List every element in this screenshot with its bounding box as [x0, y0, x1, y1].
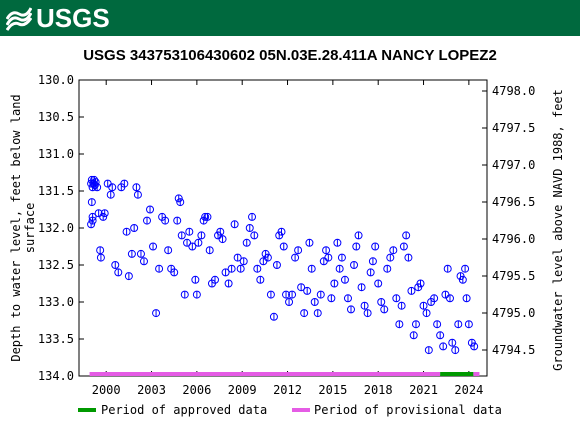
- legend-approved-label: Period of approved data: [101, 403, 267, 417]
- x-tick-label: 2018: [364, 383, 393, 397]
- y-axis-label-line-2: surface: [23, 203, 37, 254]
- usgs-wave-icon: [6, 5, 32, 31]
- y-tick-label: 133.5: [38, 332, 74, 346]
- x-tick-label: 2009: [228, 383, 257, 397]
- y-axis-right: 4798.0 4797.5 4797.0 4796.5 4796.0 4795.5 4795…: [482, 84, 535, 357]
- y-tick-label: 131.5: [38, 184, 74, 198]
- y2-tick-label: 4795.5: [492, 269, 535, 283]
- data-points: [87, 175, 479, 355]
- y-axis-label-line-1: Depth to water level, feet below land: [9, 94, 23, 361]
- x-tick-label: 2006: [182, 383, 211, 397]
- x-tick-label: 2003: [137, 383, 166, 397]
- y2-axis-label: Groundwater level above NAVD 1988, feet: [551, 89, 565, 371]
- usgs-logo-text: USGS: [36, 2, 110, 33]
- y2-tick-label: 4798.0: [492, 84, 535, 98]
- y-tick-label: 130.0: [38, 73, 74, 87]
- y-tick-label: 134.0: [38, 369, 74, 383]
- y-tick-label: 133.0: [38, 295, 74, 309]
- chart-title: USGS 343753106430602 05N.03E.28.411A NAN…: [83, 47, 497, 64]
- legend-provisional-label: Period of provisional data: [314, 403, 502, 417]
- x-tick-label: 2024: [454, 383, 483, 397]
- x-tick-label: 2021: [409, 383, 438, 397]
- y2-tick-label: 4797.5: [492, 121, 535, 135]
- y2-tick-label: 4797.0: [492, 158, 535, 172]
- x-tick-label: 2015: [318, 383, 347, 397]
- y-axis-left: 130.0 130.5 131.0 131.5 132.0 132.5 133.0 133.5…: [38, 73, 84, 383]
- y-tick-label: 132.5: [38, 258, 74, 272]
- x-tick-label: 2000: [92, 383, 121, 397]
- usgs-logo: USGS: [6, 2, 110, 33]
- usgs-banner: USGS: [0, 0, 580, 36]
- y2-tick-label: 4796.0: [492, 232, 535, 246]
- x-axis: 2000 2003 2006 2009 2012 2015 2018 2021 2024: [92, 80, 483, 397]
- x-tick-label: 2012: [273, 383, 302, 397]
- y2-tick-label: 4795.0: [492, 306, 535, 320]
- y-tick-label: 130.5: [38, 110, 74, 124]
- legend: Period of approved data Period of provis…: [78, 403, 502, 417]
- y2-tick-label: 4794.5: [492, 343, 535, 357]
- y2-tick-label: 4796.5: [492, 195, 535, 209]
- y-tick-label: 132.0: [38, 221, 74, 235]
- y-tick-label: 131.0: [38, 147, 74, 161]
